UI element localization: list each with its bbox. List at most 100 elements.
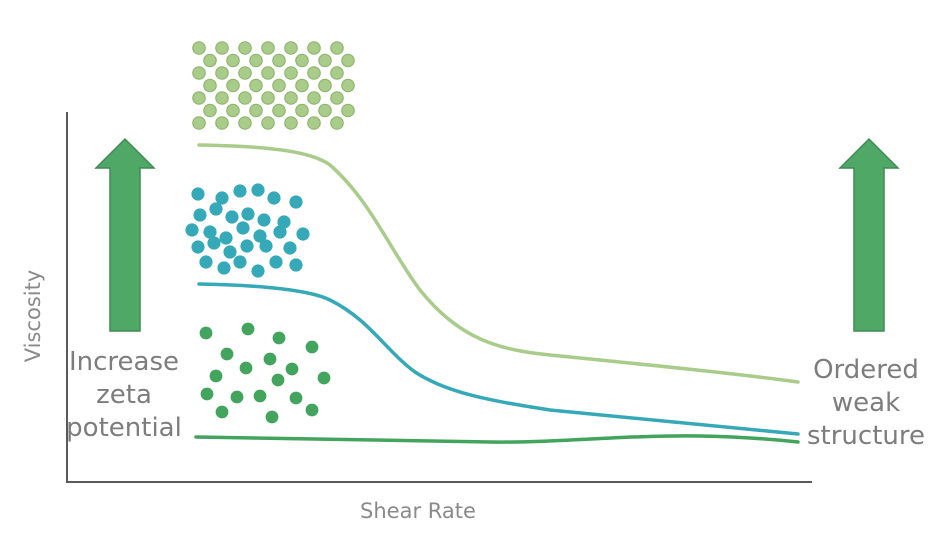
particle-dot	[269, 255, 283, 269]
disordered-viscosity-curve	[194, 434, 800, 444]
particle-dot	[261, 91, 275, 105]
particle-dot	[307, 66, 321, 80]
particle-dot	[200, 387, 214, 401]
particle-dot	[241, 207, 255, 221]
y-axis-label: Viscosity	[21, 270, 45, 363]
particle-dot	[251, 264, 265, 278]
particle-dot	[199, 326, 213, 340]
particle-dot	[239, 361, 253, 375]
particle-dot	[272, 78, 286, 93]
particle-dot	[257, 213, 271, 227]
particle-dot	[261, 116, 275, 130]
intermediate-viscosity-curve	[197, 282, 800, 436]
x-axis-label: Shear Rate	[360, 499, 476, 523]
particle-dot	[296, 227, 310, 241]
particle-dot	[226, 53, 240, 68]
particle-dot	[226, 103, 240, 118]
particle-dot	[240, 239, 254, 253]
particle-dot	[238, 41, 252, 55]
particle-dot	[226, 78, 240, 93]
particle-dot	[341, 53, 355, 68]
particle-dot	[295, 103, 309, 118]
left-annotation-line-3: potential	[66, 413, 182, 443]
disordered-particle-cluster-icon	[199, 322, 331, 424]
particle-dot	[267, 191, 281, 205]
particle-dot	[238, 116, 252, 130]
particle-dot	[203, 78, 217, 93]
particle-dot	[215, 405, 229, 419]
particle-dot	[277, 215, 291, 229]
particle-dot	[285, 362, 299, 376]
ordered-particle-cluster-icon	[192, 41, 355, 130]
particle-dot	[289, 391, 303, 405]
right-annotation-line-1: Ordered	[813, 355, 919, 385]
particle-dot	[223, 245, 237, 259]
particle-dot	[236, 221, 250, 235]
axes	[66, 112, 812, 483]
left-up-arrow-icon	[94, 137, 156, 332]
particle-dot	[207, 236, 221, 250]
particle-dot	[272, 103, 286, 118]
particle-dot	[318, 103, 332, 118]
particle-dot	[249, 103, 263, 118]
particle-dot	[191, 187, 205, 201]
particle-dot	[233, 184, 247, 198]
particle-dot	[261, 41, 275, 55]
particle-dot	[209, 202, 223, 216]
intermediate-particle-cluster-icon	[185, 183, 310, 278]
particle-dot	[307, 91, 321, 105]
particle-dot	[203, 225, 217, 239]
particle-dot	[215, 191, 229, 205]
particle-dot	[289, 195, 303, 209]
particle-dot	[284, 41, 298, 55]
particle-dot	[273, 225, 287, 239]
particle-dot	[215, 66, 229, 80]
particle-dot	[199, 255, 213, 269]
particle-dot	[330, 66, 344, 80]
particle-dot	[318, 53, 332, 68]
particle-dot	[259, 239, 273, 253]
particle-dot	[284, 66, 298, 80]
particle-dot	[203, 103, 217, 118]
particle-dot	[265, 410, 279, 424]
particle-dot	[317, 371, 331, 385]
particle-dot	[241, 322, 255, 336]
particle-dot	[215, 41, 229, 55]
particle-dot	[295, 78, 309, 93]
particle-dot	[341, 78, 355, 93]
left-annotation-line-1: Increase	[69, 347, 179, 377]
particle-dot	[251, 183, 265, 197]
right-annotation: Ordered weak structure	[807, 355, 925, 451]
particle-dot	[271, 373, 285, 387]
particle-dot	[307, 41, 321, 55]
particle-dot	[253, 389, 267, 403]
particle-dot	[192, 116, 206, 130]
right-up-arrow-icon	[838, 137, 900, 332]
particle-dot	[220, 347, 234, 361]
particle-dot	[272, 53, 286, 68]
particle-dot	[305, 403, 319, 417]
particle-dot	[283, 241, 297, 255]
particle-dot	[284, 116, 298, 130]
particle-dot	[230, 390, 244, 404]
particle-dot	[318, 78, 332, 93]
particle-dot	[203, 53, 217, 68]
particle-dot	[284, 91, 298, 105]
particle-dot	[330, 116, 344, 130]
particle-dot	[185, 223, 199, 237]
particle-dot	[330, 41, 344, 55]
particle-dot	[217, 261, 231, 275]
particle-dot	[261, 66, 275, 80]
particle-dot	[253, 229, 267, 243]
particle-dot	[272, 331, 286, 345]
ordered-viscosity-curve	[197, 143, 800, 384]
particle-dot	[305, 340, 319, 354]
right-annotation-line-2: weak	[832, 388, 900, 418]
particle-dot	[192, 41, 206, 55]
particle-dot	[330, 91, 344, 105]
particle-dot	[249, 53, 263, 68]
particle-dot	[191, 240, 205, 254]
particle-dot	[249, 78, 263, 93]
particle-dot	[192, 91, 206, 105]
